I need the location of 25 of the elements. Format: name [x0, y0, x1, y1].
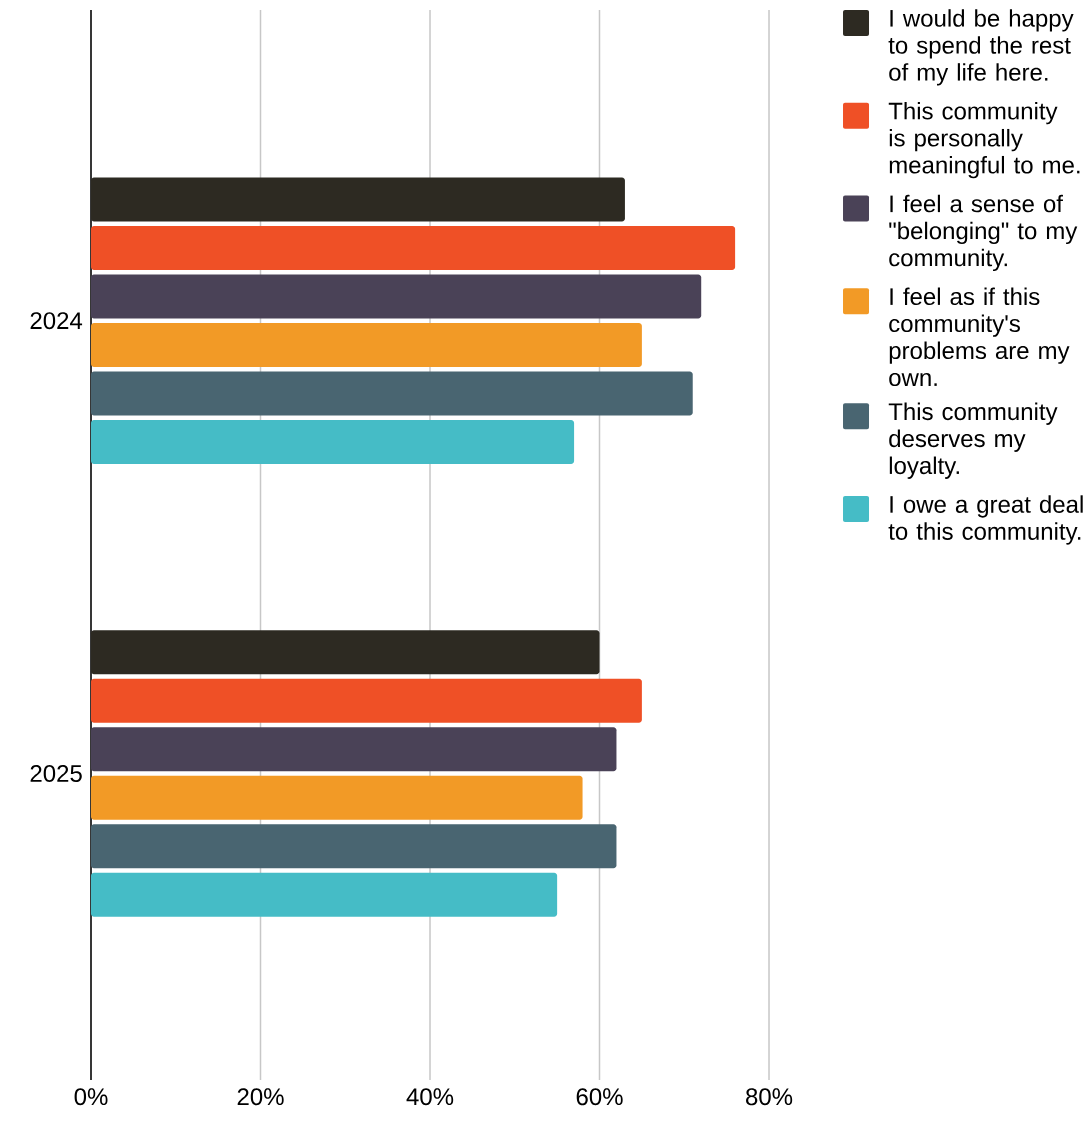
legend-label: This community deserves my loyalty.: [888, 402, 1058, 479]
x-tick-label: 40%: [406, 1088, 454, 1106]
bar: [91, 419, 575, 464]
y-tick-label: 2024: [30, 312, 83, 330]
legend-label: I feel as if this community's problems are my own.: [889, 287, 1070, 387]
bar: [91, 630, 600, 675]
bar: [91, 872, 558, 917]
bar: [91, 177, 625, 222]
bar: [91, 824, 617, 869]
legend-label: I would be happy to spend the rest of my life here.: [888, 9, 1074, 86]
bar: [91, 775, 583, 820]
legend-label: I feel a sense of "belonging" to my community.: [889, 194, 1078, 272]
bar: [91, 727, 617, 772]
bar: [91, 371, 693, 416]
x-tick-label: 60%: [576, 1088, 623, 1106]
y-tick-label: 2025: [30, 764, 82, 782]
bar: [91, 322, 642, 367]
legend-label: This community is personally meaningful to me.: [888, 101, 1080, 179]
bar: [91, 678, 642, 723]
x-tick-label: 80%: [746, 1088, 793, 1106]
x-tick-label: 20%: [237, 1088, 284, 1106]
bar: [91, 225, 736, 270]
legend-label: I owe a great deal to this community.: [888, 495, 1083, 545]
x-tick-label: 0%: [74, 1088, 108, 1106]
bar: [91, 274, 702, 319]
